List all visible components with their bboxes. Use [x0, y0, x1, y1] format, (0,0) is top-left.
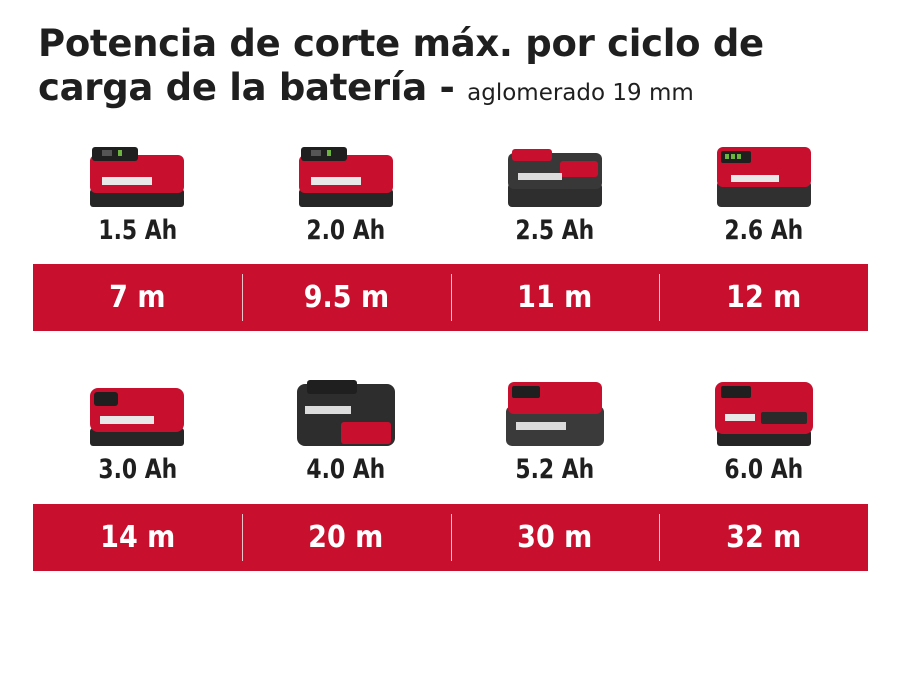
battery-cell: [242, 133, 451, 213]
battery-pack-icon: [297, 380, 396, 446]
capacity-cell: 2.5 Ah: [451, 212, 660, 248]
cut-length-bar-1: 7 m 9.5 m 11 m 12 m: [33, 264, 868, 331]
battery-pack-icon: [716, 147, 811, 207]
battery-cell: [659, 133, 868, 213]
battery-cell: [451, 372, 660, 452]
capacity-row-2: 3.0 Ah 4.0 Ah 5.2 Ah 6.0 Ah: [33, 451, 868, 487]
battery-pack-icon: [507, 149, 602, 207]
cut-length-cell: 32 m: [659, 504, 868, 571]
title-subtitle: aglomerado 19 mm: [467, 80, 694, 106]
battery-pack-icon: [90, 388, 185, 446]
cut-length-value: 14 m: [99, 520, 175, 555]
cut-length-cell: 7 m: [33, 264, 242, 331]
battery-cell: [33, 372, 242, 452]
capacity-cell: 6.0 Ah: [659, 451, 868, 487]
cut-length-cell: 12 m: [659, 264, 868, 331]
capacity-cell: 3.0 Ah: [33, 451, 242, 487]
capacity-row-1: 1.5 Ah 2.0 Ah 2.5 Ah 2.6 Ah: [33, 212, 868, 248]
cut-length-value: 7 m: [109, 280, 166, 315]
cut-length-value: 20 m: [308, 520, 384, 555]
battery-cell: [242, 372, 451, 452]
battery-pack-icon: [299, 147, 394, 207]
page-title: Potencia de corte máx. por ciclo de carg…: [38, 22, 878, 115]
battery-cell: [659, 372, 868, 452]
capacity-label: 3.0 Ah: [97, 453, 177, 485]
battery-cell: [33, 133, 242, 213]
capacity-cell: 5.2 Ah: [451, 451, 660, 487]
cut-length-value: 30 m: [517, 520, 593, 555]
cut-length-cell: 30 m: [450, 504, 660, 571]
cut-length-cell: 9.5 m: [241, 264, 451, 331]
capacity-label: 1.5 Ah: [97, 214, 177, 246]
capacity-cell: 4.0 Ah: [242, 451, 451, 487]
capacity-label: 2.6 Ah: [724, 214, 804, 246]
capacity-cell: 2.0 Ah: [242, 212, 451, 248]
capacity-label: 4.0 Ah: [306, 453, 386, 485]
battery-row-1: [33, 133, 868, 213]
capacity-cell: 2.6 Ah: [659, 212, 868, 248]
battery-row-2: [33, 372, 868, 452]
cut-length-value: 32 m: [726, 520, 802, 555]
capacity-label: 2.5 Ah: [515, 214, 595, 246]
capacity-label: 2.0 Ah: [306, 214, 386, 246]
title-main: Potencia de corte máx. por ciclo de carg…: [38, 22, 764, 109]
battery-pack-icon: [90, 147, 185, 207]
cut-length-bar-2: 14 m 20 m 30 m 32 m: [33, 504, 868, 571]
capacity-label: 5.2 Ah: [515, 453, 595, 485]
capacity-cell: 1.5 Ah: [33, 212, 242, 248]
battery-pack-icon: [505, 382, 604, 446]
capacity-label: 6.0 Ah: [724, 453, 804, 485]
battery-pack-icon: [714, 382, 813, 446]
cut-length-cell: 14 m: [33, 504, 242, 571]
cut-length-value: 12 m: [726, 280, 802, 315]
cut-length-value: 9.5 m: [303, 280, 389, 315]
cut-length-value: 11 m: [517, 280, 593, 315]
cut-length-cell: 11 m: [450, 264, 660, 331]
cut-length-cell: 20 m: [241, 504, 451, 571]
battery-cell: [451, 133, 660, 213]
